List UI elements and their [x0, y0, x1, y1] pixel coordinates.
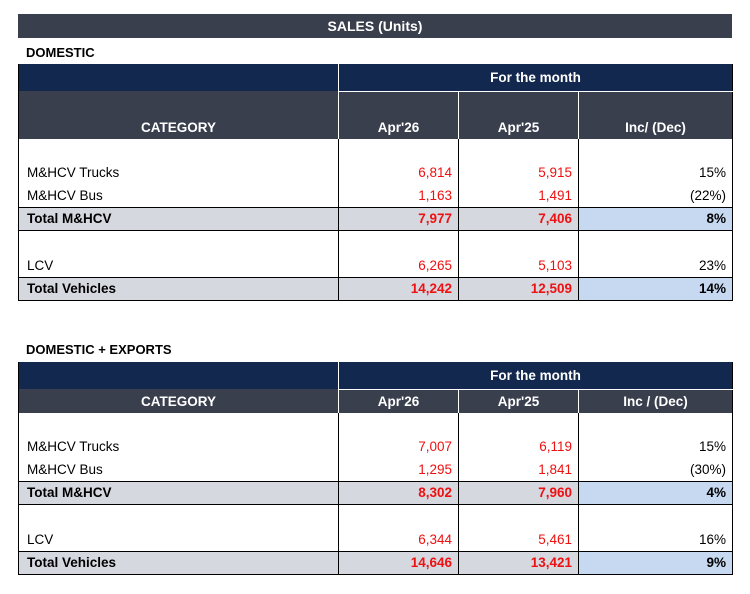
period-header-row: For the month: [18, 362, 733, 390]
row-label: Total M&HCV: [18, 206, 339, 231]
domestic-sales-table: For the month CATEGORY Apr'26 Apr'25 Inc…: [18, 64, 734, 301]
value-previous: 7,960: [458, 480, 579, 505]
value-change: 4%: [577, 480, 733, 505]
spacer-row: [19, 413, 733, 435]
table-row: LCV 6,265 5,103 23%: [19, 254, 733, 277]
table-row: LCV 6,344 5,461 16%: [19, 528, 733, 551]
row-label: M&HCV Bus: [27, 187, 103, 203]
column-header-category: CATEGORY: [18, 389, 339, 413]
row-label: M&HCV Trucks: [27, 439, 120, 454]
row-label: M&HCV Bus: [27, 461, 103, 477]
value-change: 9%: [577, 550, 733, 575]
column-header-change: Inc/ (Dec): [577, 91, 733, 139]
value-current: 7,007: [338, 435, 459, 458]
header-blank-cell: [18, 64, 339, 91]
value-current: 7,977: [338, 206, 459, 231]
period-header-row: For the month: [18, 64, 733, 92]
row-label: LCV: [27, 257, 54, 273]
spacer-row: [19, 139, 733, 161]
value-previous: 5,461: [458, 528, 579, 551]
row-label: Total M&HCV: [18, 480, 339, 505]
value-previous: 5,915: [458, 161, 579, 184]
column-header-row: CATEGORY Apr'26 Apr'25 Inc/ (Dec): [18, 91, 733, 139]
row-label: M&HCV Trucks: [27, 165, 120, 180]
spacer-row: [19, 230, 733, 254]
value-current: 14,242: [338, 276, 459, 301]
value-previous: 7,406: [458, 206, 579, 231]
table-row: M&HCV Bus 1,163 1,491 (22%): [19, 184, 733, 207]
value-previous: 5,103: [458, 254, 579, 277]
table-row: M&HCV Bus 1,295 1,841 (30%): [19, 458, 733, 481]
value-previous: 13,421: [458, 550, 579, 575]
value-current: 14,646: [338, 550, 459, 575]
total-row: Total Vehicles 14,646 13,421 9%: [18, 550, 733, 575]
value-change: 15%: [577, 161, 733, 184]
value-current: 8,302: [338, 480, 459, 505]
value-change: 23%: [577, 254, 733, 277]
value-previous: 1,491: [458, 184, 579, 207]
value-current: 1,163: [338, 184, 459, 207]
value-previous: 12,509: [458, 276, 579, 301]
column-header-previous: Apr'25: [458, 91, 579, 139]
column-header-previous: Apr'25: [458, 389, 579, 413]
table-row: M&HCV Trucks 7,007 6,119 15%: [19, 435, 733, 458]
section-title-domestic-exports: DOMESTIC + EXPORTS: [26, 342, 172, 357]
domestic-exports-sales-table: For the month CATEGORY Apr'26 Apr'25 Inc…: [18, 362, 734, 575]
column-header-category: CATEGORY: [18, 91, 339, 139]
section-title-domestic: DOMESTIC: [26, 45, 95, 60]
value-current: 6,814: [338, 161, 459, 184]
value-change: 14%: [577, 276, 733, 301]
value-previous: 6,119: [458, 435, 579, 458]
column-header-current: Apr'26: [338, 389, 459, 413]
value-change: 8%: [577, 206, 733, 231]
row-label: LCV: [27, 531, 54, 547]
total-row: Total M&HCV 8,302 7,960 4%: [18, 480, 733, 505]
header-blank-cell: [18, 362, 339, 389]
value-change: (22%): [577, 184, 733, 207]
value-previous: 1,841: [458, 458, 579, 481]
total-row: Total M&HCV 7,977 7,406 8%: [18, 206, 733, 231]
value-current: 1,295: [338, 458, 459, 481]
spacer-row: [19, 504, 733, 528]
value-change: 16%: [577, 528, 733, 551]
table-row: M&HCV Trucks 6,814 5,915 15%: [19, 161, 733, 184]
column-header-change: Inc / (Dec): [577, 389, 733, 413]
value-current: 6,344: [338, 528, 459, 551]
period-header: For the month: [337, 362, 733, 390]
value-change: (30%): [577, 458, 733, 481]
column-header-row: CATEGORY Apr'26 Apr'25 Inc / (Dec): [18, 389, 733, 413]
row-label: Total Vehicles: [18, 276, 339, 301]
row-label: Total Vehicles: [18, 550, 339, 575]
value-change: 15%: [577, 435, 733, 458]
sales-banner: SALES (Units): [18, 14, 732, 38]
period-header: For the month: [337, 64, 733, 92]
total-row: Total Vehicles 14,242 12,509 14%: [18, 276, 733, 301]
value-current: 6,265: [338, 254, 459, 277]
column-header-current: Apr'26: [338, 91, 459, 139]
